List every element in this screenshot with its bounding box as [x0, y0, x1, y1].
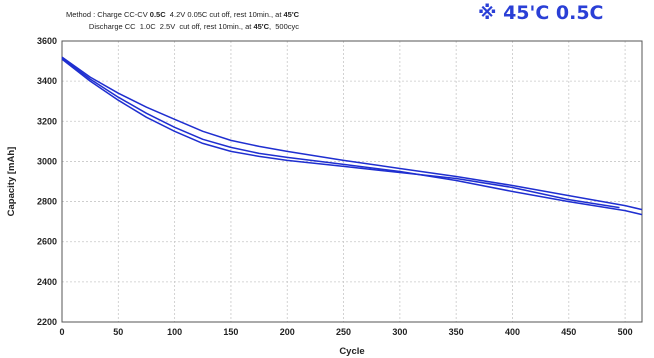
y-tick-label: 2600: [37, 237, 57, 247]
method-line2-suffix: , 500cyc: [269, 22, 300, 31]
x-tick-label: 300: [392, 327, 407, 337]
condition-tag: ※ 45'C 0.5C: [478, 2, 604, 24]
method-line2-temp: 45'C: [253, 22, 269, 31]
series-line: [61, 56, 643, 211]
y-tick-label: 2400: [37, 277, 57, 287]
x-tick-label: 50: [113, 327, 123, 337]
method-line2-prefix: Discharge CC 1.0C 2.5V cut off, rest 10m…: [88, 22, 254, 31]
x-tick-label: 0: [59, 327, 64, 337]
x-axis-label: Cycle: [339, 346, 364, 357]
y-tick-label: 3200: [37, 116, 57, 126]
series-line: [61, 57, 643, 216]
method-line1-temp: 45'C: [283, 10, 300, 19]
x-tick-label: 450: [561, 327, 576, 337]
y-tick-label: 3600: [37, 36, 57, 46]
y-axis-label: Capacity [mAh]: [6, 147, 17, 217]
x-tick-label: 500: [618, 327, 633, 337]
plot-frame: [61, 40, 643, 323]
method-line1-rest: 4.2V 0.05C cut off, rest 10min., at: [165, 10, 284, 19]
x-tick-label: 400: [505, 327, 520, 337]
y-tick-label: 2800: [37, 197, 57, 207]
method-line1-prefix: Charge CC-CV: [97, 10, 150, 19]
method-label: Method :: [66, 10, 96, 19]
method-line1-rate: 0.5C: [149, 10, 166, 19]
x-tick-label: 150: [223, 327, 238, 337]
x-tick-label: 200: [280, 327, 295, 337]
y-tick-label: 3000: [37, 156, 57, 166]
plot-area: [62, 41, 642, 322]
y-tick-label: 2200: [37, 317, 57, 327]
x-tick-label: 350: [449, 327, 464, 337]
y-tick-label: 3400: [37, 76, 57, 86]
series-line: [61, 58, 620, 209]
x-tick-label: 250: [336, 327, 351, 337]
x-tick-label: 100: [167, 327, 182, 337]
test-method-note: Method : Charge CC-CV 0.5C 4.2V 0.05C cu…: [66, 9, 299, 33]
